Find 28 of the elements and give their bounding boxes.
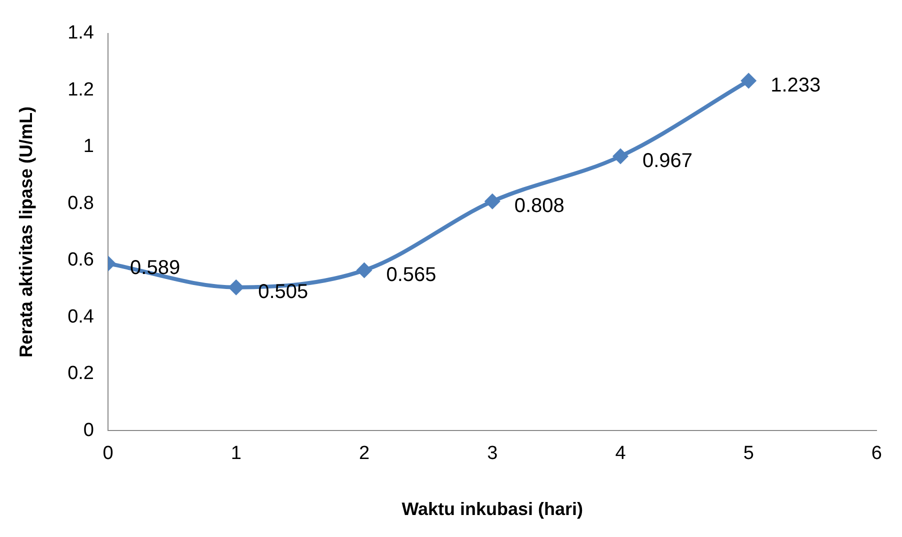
point bbox=[356, 262, 372, 278]
y-tick-label: 1 bbox=[83, 136, 94, 158]
x-tick-label: 4 bbox=[615, 443, 626, 464]
data-label: 0.565 bbox=[386, 264, 436, 286]
y-tick-label: 0.6 bbox=[68, 250, 94, 271]
point bbox=[612, 148, 628, 164]
x-tick-label: 5 bbox=[743, 443, 754, 464]
x-tick-label: 2 bbox=[358, 443, 370, 464]
point bbox=[740, 72, 757, 89]
data-label: 0.967 bbox=[642, 150, 693, 172]
y-tick-label: 0.4 bbox=[68, 306, 94, 328]
data-label: 1.233 bbox=[770, 74, 821, 96]
data-label: 0.808 bbox=[514, 194, 564, 217]
y-tick-label: 0.2 bbox=[68, 363, 94, 384]
y-axis-title: Rerata aktivitas lipase (U/mL) bbox=[16, 106, 36, 358]
x-tick-label: 1 bbox=[230, 443, 242, 464]
y-tick-label: 1.4 bbox=[68, 22, 94, 44]
y-tick-label: 1.2 bbox=[68, 79, 94, 100]
point bbox=[484, 193, 500, 210]
x-tick-label: 6 bbox=[871, 443, 882, 464]
data-label: 0.505 bbox=[258, 280, 308, 303]
x-axis-title: Waktu inkubasi (hari) bbox=[402, 499, 584, 520]
y-tick-label: 0 bbox=[83, 420, 94, 441]
point bbox=[228, 279, 244, 296]
x-tick-label: 0 bbox=[102, 443, 114, 464]
y-tick-label: 0.8 bbox=[68, 192, 94, 214]
x-tick-label: 3 bbox=[487, 443, 498, 464]
data-label: 0.589 bbox=[130, 257, 180, 280]
